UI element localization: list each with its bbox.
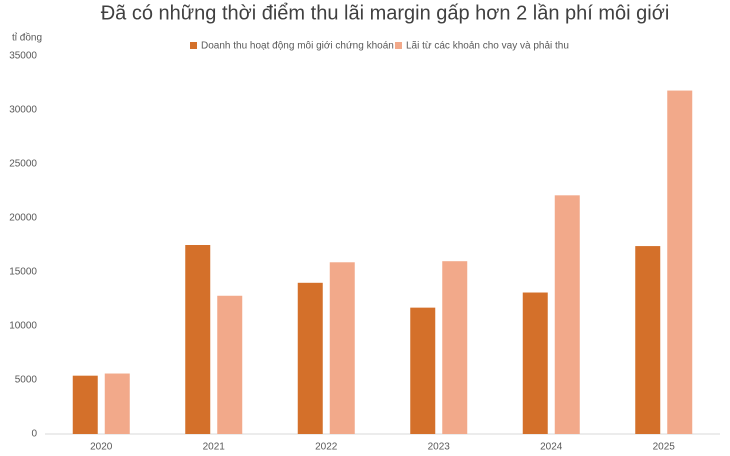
legend-label: Lãi từ các khoản cho vay và phải thu [406, 41, 569, 52]
y-tick-label: 0 [31, 429, 37, 440]
bar [554, 195, 580, 434]
x-tick-label: 2023 [428, 442, 451, 453]
y-tick-label: 10000 [9, 321, 37, 332]
bar [217, 295, 243, 434]
bar [635, 246, 661, 434]
bar [410, 307, 436, 434]
legend-swatch [395, 42, 402, 49]
bar [442, 261, 468, 434]
y-tick-label: 30000 [9, 105, 37, 116]
x-tick-label: 2024 [540, 442, 563, 453]
x-tick-label: 2021 [203, 442, 226, 453]
x-tick-label: 2020 [90, 442, 113, 453]
y-tick-label: 25000 [9, 159, 37, 170]
bar [667, 90, 693, 434]
bar [104, 373, 130, 434]
y-tick-label: 5000 [15, 375, 38, 386]
x-tick-label: 2025 [653, 442, 676, 453]
y-tick-label: 15000 [9, 267, 37, 278]
x-tick-label: 2022 [315, 442, 338, 453]
bar [522, 292, 548, 434]
chart-title: Đã có những thời điểm thu lãi margin gấp… [101, 2, 670, 24]
y-axis-label: tỉ đồng [12, 32, 42, 44]
y-tick-label: 20000 [9, 213, 37, 224]
bar [185, 245, 211, 434]
bar [297, 282, 323, 434]
bar [329, 262, 355, 434]
y-tick-label: 35000 [9, 51, 37, 62]
legend-label: Doanh thu hoạt động môi giới chứng khoán [201, 41, 394, 52]
bar [72, 375, 98, 434]
legend-swatch [190, 42, 197, 49]
